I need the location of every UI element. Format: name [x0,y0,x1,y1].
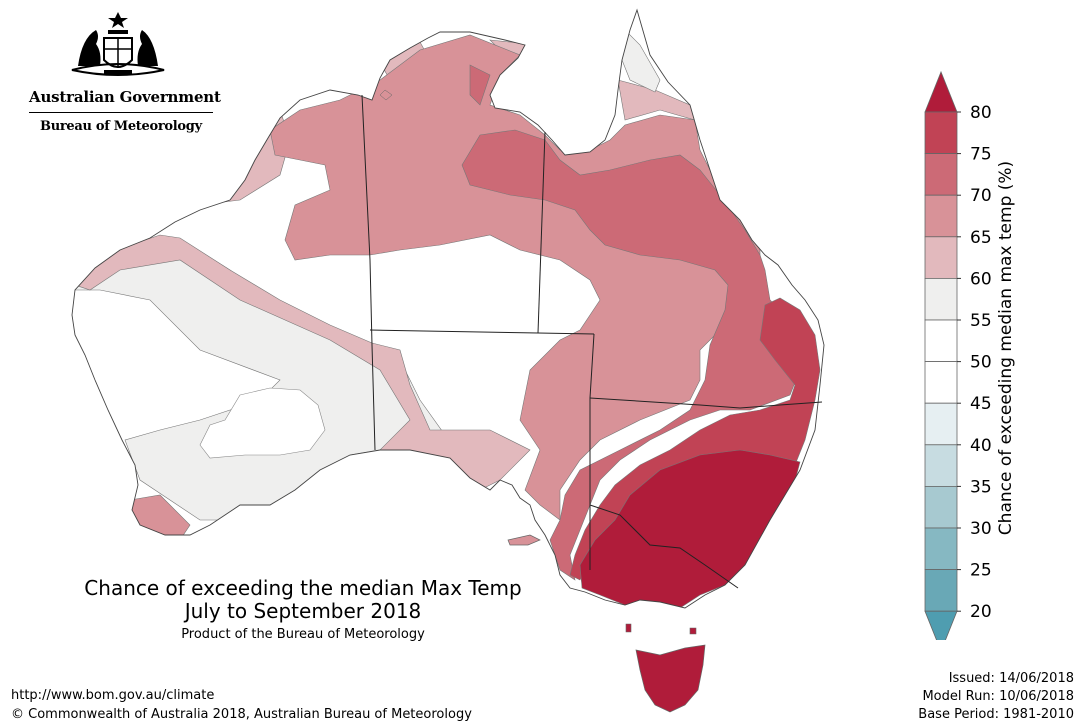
legend-tick-label: 40 [970,436,992,456]
legend-band-55-60 [924,277,958,321]
footer-copyright: © Commonwealth of Australia 2018, Austra… [11,707,472,722]
interior-contour [199,387,326,459]
region-fill-80-plus [579,449,801,608]
legend-tick-label: 60 [970,269,992,289]
product-credit: Product of the Bureau of Meteorology [181,627,425,642]
legend-band-below-20 [924,610,958,640]
tasmania [635,644,706,713]
legend-band-40-45 [924,402,958,446]
logo-divider [29,112,213,113]
model-run-date: Model Run: 10/06/2018 [922,689,1074,704]
legend-band-20-25 [924,569,958,612]
legend-tick-label: 20 [970,602,992,622]
legend-tick-label: 30 [970,519,992,539]
legend-tick-label: 70 [970,186,992,206]
footer-url[interactable]: http://www.bom.gov.au/climate [11,688,215,703]
legend-tick-label: 65 [970,228,992,248]
base-period: Base Period: 1981-2010 [918,707,1074,722]
qld-nsw-border [589,397,823,409]
legend-band-above-80 [924,70,958,113]
legend-tick-label: 55 [970,311,992,331]
legend-band-25-30 [924,527,958,570]
melville-island [379,89,393,101]
tasmania-small-island [689,627,697,635]
legend-band-75-80 [924,111,958,154]
legend-band-30-35 [924,485,958,529]
legend-tick-label: 25 [970,561,992,581]
legend-axis-label: Chance of exceeding median max temp (%) [996,161,1016,535]
region-fill-70-75 [461,64,801,581]
legend-colorbar: 80 75 70 65 60 55 50 45 40 35 30 25 20 Chance of exc… [924,70,1016,640]
legend-band-70-75 [924,153,958,196]
legend-band-35-40 [924,444,958,487]
region-fill-65-70 [269,34,761,521]
nt-qld-border [537,131,546,334]
coat-of-arms-logo [71,12,165,76]
legend-band-45-50 [924,361,958,404]
map-title: Chance of exceeding the median Max Temp [84,576,522,600]
legend-tick-label: 45 [970,394,992,414]
agency-name: Bureau of Meteorology [40,119,202,134]
state-borders [361,94,823,589]
kangaroo-island [507,534,541,546]
legend-tick-label: 50 [970,353,992,373]
legend-band-60-65 [924,236,958,279]
legend-band-65-70 [924,194,958,238]
map-period: July to September 2018 [184,599,422,623]
legend-tick-label: 80 [970,103,992,123]
legend-tick-label: 35 [970,477,992,497]
nsw-vic-border [589,504,739,589]
issued-date: Issued: 14/06/2018 [948,671,1074,686]
legend-band-50-55 [924,319,958,362]
king-island [625,623,632,633]
wa-border [361,94,376,451]
government-name: Australian Government [29,88,221,106]
legend-tick-label: 75 [970,145,992,165]
